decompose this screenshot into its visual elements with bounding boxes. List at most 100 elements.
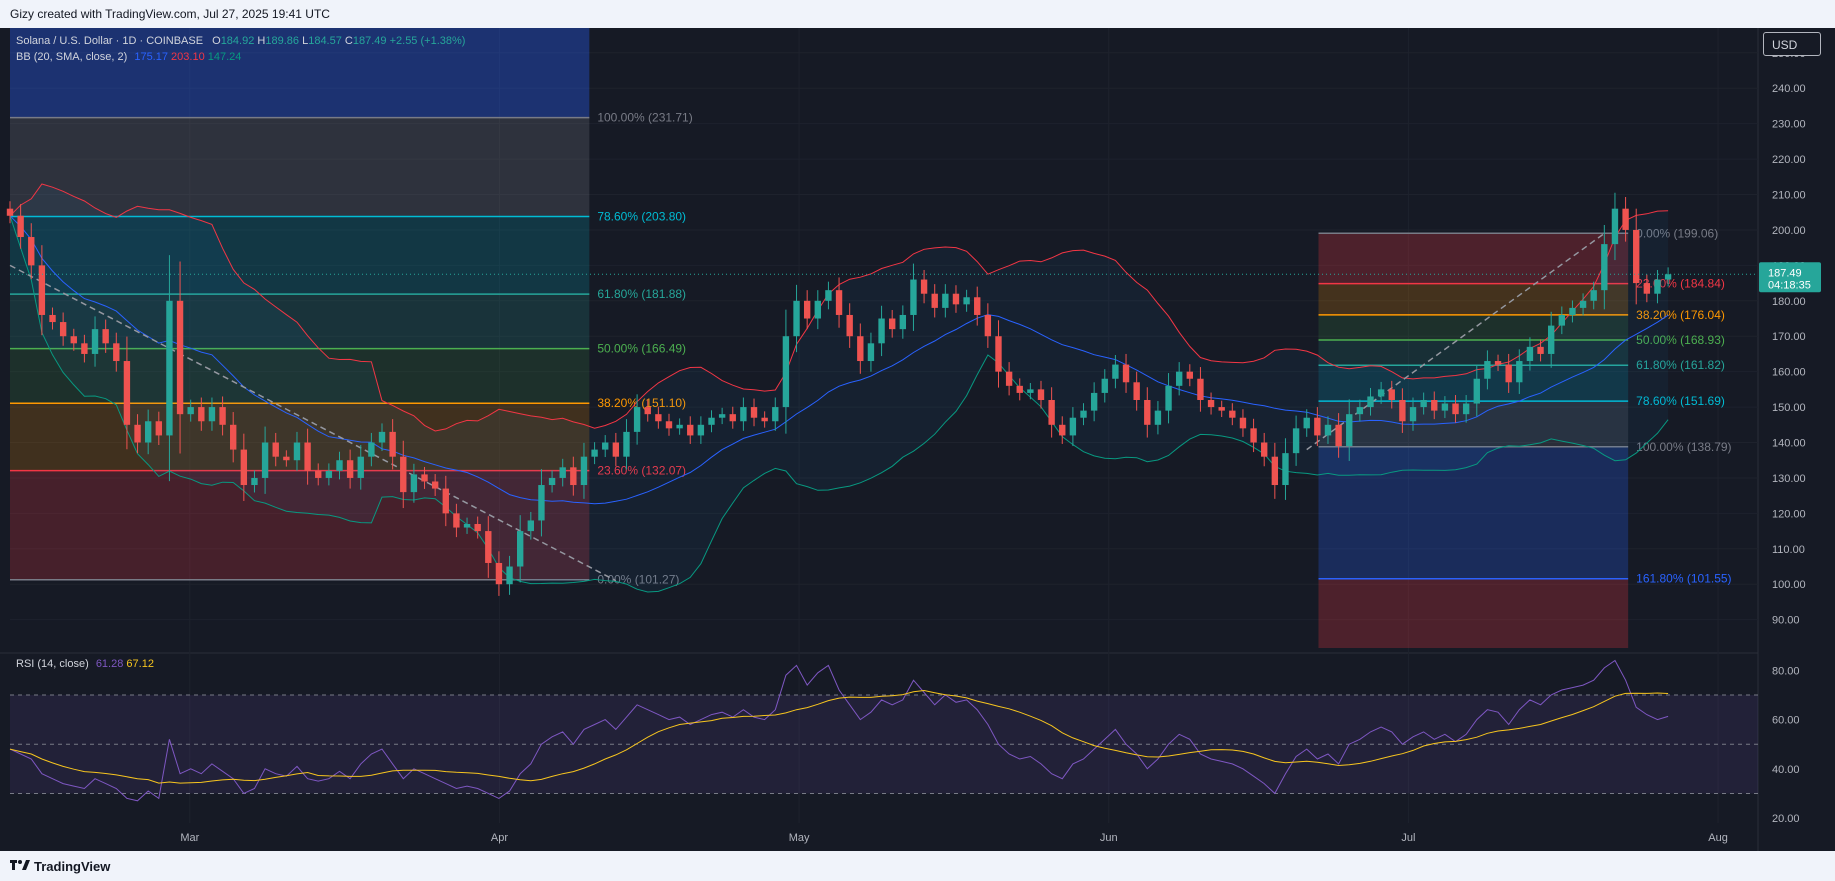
candle-body	[623, 431, 630, 457]
candle-body	[814, 300, 821, 319]
candle	[623, 419, 630, 470]
fib-level-label: 38.20% (151.10)	[597, 396, 686, 410]
candle	[1643, 274, 1651, 303]
rsi-tick-label: 60.00	[1772, 715, 1800, 727]
candle	[1335, 413, 1342, 458]
candle	[1133, 371, 1140, 411]
ohlc-high: 189.86	[265, 35, 300, 47]
candle-body	[633, 407, 641, 432]
candle-body	[1335, 424, 1342, 447]
candle-body	[729, 414, 736, 422]
candle-body	[1462, 403, 1470, 415]
candle	[91, 316, 99, 367]
candle	[325, 463, 333, 486]
candle-body	[995, 336, 1002, 372]
candle-body	[336, 460, 343, 471]
candle	[251, 470, 258, 493]
candle-body	[1409, 407, 1417, 422]
candle-body	[1144, 400, 1151, 425]
candle	[38, 245, 46, 336]
candle-body	[559, 467, 566, 478]
candle	[1452, 395, 1459, 423]
candle	[17, 204, 24, 249]
x-tick-label: Aug	[1708, 832, 1728, 844]
candle	[506, 555, 513, 595]
y-tick-label: 210.00	[1772, 190, 1806, 202]
candle	[410, 463, 418, 503]
fib-zone	[1318, 314, 1629, 341]
candle-body	[1250, 428, 1257, 443]
candle	[1069, 407, 1077, 447]
candle	[612, 432, 620, 467]
y-tick-label: 100.00	[1772, 579, 1806, 591]
candle-body	[1664, 274, 1672, 280]
candle-body	[708, 417, 715, 425]
trend-line-left	[9, 264, 617, 582]
candle-body	[1229, 410, 1236, 418]
candle	[676, 418, 683, 435]
candle-body	[1282, 453, 1289, 486]
candle	[984, 303, 992, 348]
candle-body	[1377, 389, 1385, 397]
candle-body	[718, 414, 726, 418]
x-tick-label: Jun	[1100, 832, 1118, 844]
candle-body	[293, 442, 301, 461]
candle	[1324, 416, 1332, 444]
y-tick-label: 120.00	[1772, 508, 1806, 520]
candle	[729, 406, 736, 429]
candle	[261, 426, 269, 494]
ohlc-close: 187.49	[352, 35, 387, 47]
candle	[102, 319, 109, 353]
candle-body	[410, 474, 418, 493]
candle	[1537, 339, 1544, 362]
candle	[28, 223, 35, 280]
candle-body	[835, 290, 843, 315]
y-tick-label: 180.00	[1772, 296, 1806, 308]
candle	[772, 397, 779, 431]
brand-name: TradingView	[34, 859, 111, 874]
bb-lower-value: 147.24	[207, 51, 242, 63]
fib-level-label: 50.00% (168.93)	[1636, 333, 1725, 347]
y-tick-label: 150.00	[1772, 402, 1806, 414]
candle-body	[442, 488, 449, 514]
candle	[219, 396, 226, 436]
candle	[931, 284, 938, 318]
candle	[644, 399, 651, 422]
candle-body	[591, 449, 598, 457]
candle	[1080, 403, 1087, 426]
candle	[527, 511, 535, 540]
fib-level-label: 38.20% (176.04)	[1636, 308, 1725, 322]
candle-body	[761, 417, 768, 422]
candle	[70, 328, 77, 351]
fib-zone	[1318, 233, 1629, 284]
fib-zone	[1318, 340, 1629, 366]
currency-button[interactable]: USD	[1763, 32, 1821, 56]
candle	[1059, 416, 1066, 444]
candle-body	[463, 524, 471, 528]
chart-canvas[interactable]: 100.00% (231.71) 78.60% (203.80) 61.80% (1…	[0, 28, 1835, 851]
candle-body	[1186, 371, 1193, 379]
candle-body	[49, 314, 56, 323]
candle-body	[208, 407, 216, 422]
candle	[485, 516, 492, 578]
fib-level-label: 100.00% (138.79)	[1636, 440, 1731, 454]
candle	[878, 305, 885, 357]
candle-body	[1292, 428, 1300, 454]
candle-body	[548, 477, 556, 486]
candle	[336, 451, 343, 480]
candle-body	[91, 329, 99, 354]
fib-level-label: 61.80% (161.82)	[1636, 358, 1725, 372]
candle-body	[687, 424, 694, 436]
candle-body	[474, 524, 481, 532]
candle-body	[1069, 417, 1077, 436]
candle	[59, 312, 67, 346]
candle-body	[538, 485, 545, 521]
y-tick-label: 90.00	[1772, 615, 1800, 627]
candle	[113, 332, 120, 372]
ohlc-h-label: H	[257, 35, 266, 47]
fib-zone	[10, 348, 590, 404]
candle-body	[1133, 382, 1140, 400]
rsi-tick-label: 20.00	[1772, 813, 1800, 825]
y-tick-label: 170.00	[1772, 331, 1806, 343]
candle-body	[889, 318, 896, 330]
